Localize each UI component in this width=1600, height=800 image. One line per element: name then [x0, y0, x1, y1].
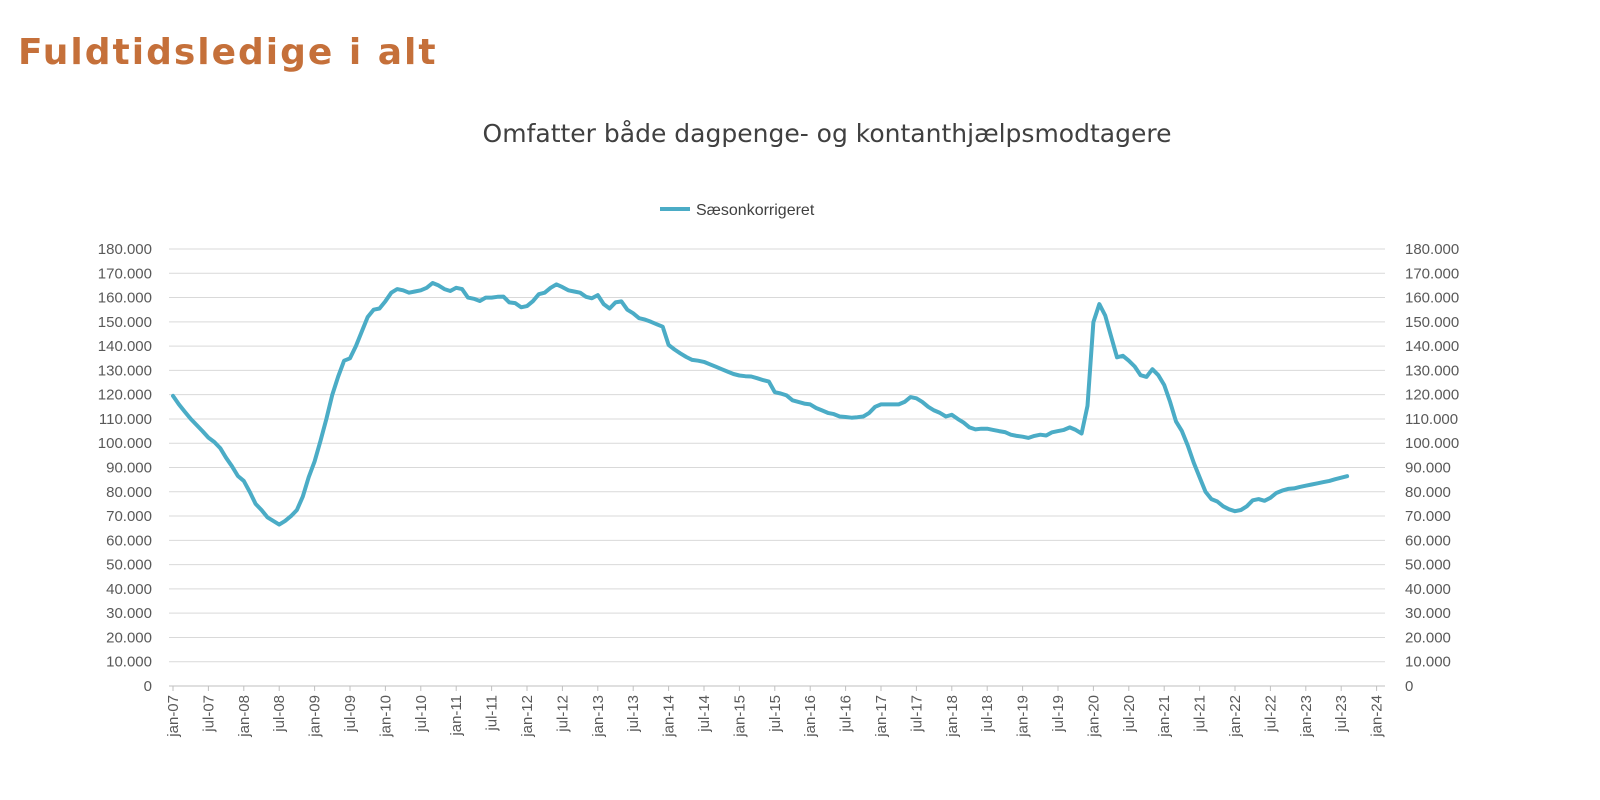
y-tick-label-left: 30.000 — [106, 605, 152, 622]
y-tick-label-left: 80.000 — [106, 484, 152, 501]
y-tick-label-left: 10.000 — [106, 654, 152, 671]
y-tick-label-left: 170.000 — [98, 265, 152, 282]
y-tick-label-right: 150.000 — [1405, 314, 1459, 331]
y-tick-label-right: 50.000 — [1405, 557, 1451, 574]
y-tick-label-right: 140.000 — [1405, 338, 1459, 355]
x-tick-label: jan-20 — [1085, 695, 1102, 738]
x-tick-label: jul-21 — [1192, 695, 1209, 733]
y-tick-label-left: 20.000 — [106, 629, 152, 646]
x-tick-label: jan-08 — [236, 695, 253, 738]
y-tick-label-left: 50.000 — [106, 557, 152, 574]
y-tick-label-left: 110.000 — [99, 411, 152, 428]
x-tick-label: jul-12 — [554, 695, 571, 733]
x-tick-label: jul-15 — [767, 695, 784, 733]
legend-label: Sæsonkorrigeret — [696, 202, 815, 219]
y-tick-label-left: 180.000 — [98, 241, 152, 258]
y-tick-label-right: 30.000 — [1405, 605, 1451, 622]
x-tick-label: jul-16 — [838, 695, 855, 733]
y-tick-label-left: 160.000 — [98, 290, 152, 307]
y-tick-label-right: 90.000 — [1405, 460, 1451, 477]
y-tick-label-right: 80.000 — [1405, 484, 1451, 501]
y-tick-label-left: 40.000 — [106, 581, 152, 598]
x-tick-label: jul-13 — [625, 695, 642, 733]
y-tick-label-right: 20.000 — [1405, 629, 1451, 646]
x-tick-label: jul-20 — [1121, 695, 1138, 733]
y-tick-label-right: 100.000 — [1405, 435, 1459, 452]
y-axis-right: 0 10.000 20.000 30.000 40.000 50.000 60.000 70.… — [1405, 241, 1459, 695]
x-tick-label: jul-23 — [1333, 695, 1350, 733]
x-tick-label: jan-23 — [1298, 695, 1315, 738]
x-tick-label: jul-22 — [1262, 695, 1279, 733]
x-tick-label: jul-19 — [1050, 695, 1067, 733]
y-tick-label-left: 70.000 — [106, 508, 152, 525]
x-tick-label: jan-19 — [1015, 695, 1032, 738]
series-line-saesonkorrigeret — [171, 281, 1350, 527]
y-tick-label-left: 150.000 — [98, 314, 152, 331]
y-tick-label-left: 130.000 — [98, 362, 152, 379]
x-tick-label: jul-14 — [696, 695, 713, 733]
y-tick-label-left: 100.000 — [98, 435, 152, 452]
y-tick-label-right: 180.000 — [1405, 241, 1459, 258]
y-tick-label-right: 0 — [1405, 678, 1413, 695]
x-tick-label: jan-11 — [448, 695, 465, 737]
chart-title: Omfatter både dagpenge- og kontanthjælps… — [483, 119, 1172, 148]
x-tick-label: jul-18 — [979, 695, 996, 733]
y-tick-label-left: 140.000 — [98, 338, 152, 355]
x-tick-label: jan-12 — [519, 695, 536, 738]
x-tick-label: jul-11 — [484, 695, 501, 732]
y-tick-label-right: 70.000 — [1405, 508, 1451, 525]
x-tick-label: jan-22 — [1227, 695, 1244, 738]
x-tick-label: jul-07 — [200, 695, 217, 733]
y-tick-label-right: 110.000 — [1405, 411, 1458, 428]
y-axis-left: 0 10.000 20.000 30.000 40.000 50.000 60.000 70.… — [98, 241, 152, 695]
gridlines — [169, 248, 1385, 687]
x-tick-label: jul-08 — [271, 695, 288, 733]
x-tick-label: jan-15 — [731, 695, 748, 738]
y-tick-label-right: 160.000 — [1405, 290, 1459, 307]
x-tick-label: jan-18 — [944, 695, 961, 738]
x-tick-label: jan-13 — [590, 695, 607, 738]
y-tick-label-left: 120.000 — [98, 387, 152, 404]
page-title: Fuldtidsledige i alt — [18, 32, 438, 73]
y-tick-label-right: 170.000 — [1405, 265, 1459, 282]
x-tick-label: jan-17 — [873, 695, 890, 738]
x-tick-label: jan-14 — [661, 695, 678, 738]
y-tick-label-left: 0 — [144, 678, 152, 695]
x-tick-label: jul-09 — [342, 695, 359, 733]
x-tick-label: jul-10 — [413, 695, 430, 733]
y-tick-label-left: 60.000 — [106, 532, 152, 549]
x-tick-label: jan-16 — [802, 695, 819, 738]
y-tick-label-right: 10.000 — [1405, 654, 1451, 671]
x-tick-label: jan-07 — [165, 695, 182, 738]
y-tick-label-right: 130.000 — [1405, 362, 1459, 379]
x-tick-label: jan-09 — [307, 695, 324, 738]
y-tick-label-right: 60.000 — [1405, 532, 1451, 549]
x-axis: jan-07 jul-07 jan-08 jul-08 jan-09 jul-09 jan-… — [165, 686, 1386, 738]
y-tick-label-right: 120.000 — [1405, 387, 1459, 404]
x-tick-label: jan-10 — [377, 695, 394, 738]
legend: Sæsonkorrigeret — [660, 202, 815, 219]
x-tick-label: jan-24 — [1369, 695, 1386, 738]
x-tick-label: jul-17 — [908, 695, 925, 733]
x-tick-label: jan-21 — [1156, 695, 1173, 738]
y-tick-label-left: 90.000 — [106, 460, 152, 477]
y-tick-label-right: 40.000 — [1405, 581, 1451, 598]
